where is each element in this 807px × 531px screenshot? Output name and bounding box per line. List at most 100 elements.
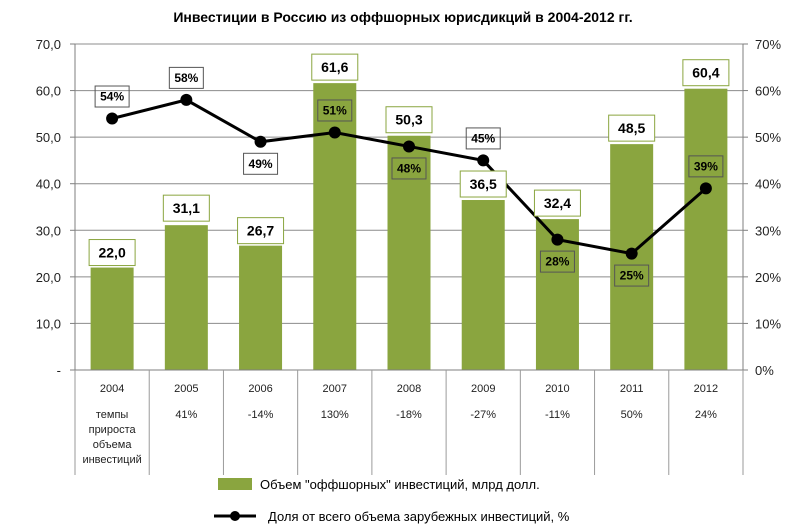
bar bbox=[684, 88, 728, 371]
y2-tick-label: 0% bbox=[755, 363, 774, 378]
point-label-box bbox=[168, 66, 204, 89]
bar-label-box bbox=[162, 194, 210, 222]
x-category-label: 2011 bbox=[620, 383, 644, 395]
growth-rate-row-label: объема bbox=[93, 439, 133, 451]
point-value-label: 54% bbox=[100, 90, 124, 104]
y-tick-label: 60,0 bbox=[36, 84, 61, 99]
bar-value-label: 48,5 bbox=[618, 120, 645, 136]
line-point bbox=[328, 126, 341, 139]
legend-line-marker bbox=[230, 511, 240, 521]
y2-tick-label: 60% bbox=[755, 84, 781, 99]
y2-tick-label: 30% bbox=[755, 223, 781, 238]
bar-label-box bbox=[385, 106, 433, 134]
bar bbox=[387, 135, 431, 370]
y2-tick-label: 50% bbox=[755, 130, 781, 145]
right-axis-ticks: 0% 10% 20% 30% 40% 50% 60% 70% bbox=[743, 37, 781, 378]
point-value-label: 28% bbox=[545, 255, 569, 269]
x-category-label: 2008 bbox=[397, 383, 421, 395]
y-tick-label: 50,0 bbox=[36, 130, 61, 145]
bar-value-label: 61,6 bbox=[321, 59, 348, 75]
category-table: 2004 2005 41% 2006 -14% 2007 130% 2008 -18% 2009 -… bbox=[74, 370, 744, 475]
bar-data-labels: 22,0 31,1 26,7 61,6 50,3 36,5 32,4 48,5 60,4 bbox=[88, 53, 730, 267]
bar-label-box bbox=[533, 189, 581, 217]
point-label-box bbox=[317, 99, 353, 122]
bar-value-label: 50,3 bbox=[395, 112, 422, 128]
y2-tick-label: 40% bbox=[755, 177, 781, 192]
y-tick-label: - bbox=[57, 363, 61, 378]
bar bbox=[239, 245, 283, 370]
bar bbox=[164, 225, 208, 370]
bar-label-box bbox=[311, 53, 359, 81]
y-tick-label: 70,0 bbox=[36, 37, 61, 52]
line-point bbox=[403, 140, 415, 153]
bar bbox=[461, 200, 505, 370]
bar-label-box bbox=[608, 114, 656, 142]
point-value-label: 48% bbox=[397, 161, 421, 175]
y2-tick-label: 20% bbox=[755, 270, 781, 285]
x-category-label: 2006 bbox=[248, 383, 272, 395]
growth-rate-value: 50% bbox=[621, 409, 643, 421]
point-value-label: 58% bbox=[174, 71, 198, 85]
growth-rate-value: -27% bbox=[470, 409, 496, 421]
line-point bbox=[699, 182, 712, 195]
line-point bbox=[625, 247, 638, 260]
line-point bbox=[180, 93, 193, 106]
y2-tick-label: 10% bbox=[755, 316, 781, 331]
y-tick-label: 40,0 bbox=[36, 177, 61, 192]
line-point bbox=[551, 233, 564, 246]
x-category-label: 2004 bbox=[100, 383, 124, 395]
x-category-label: 2005 bbox=[174, 383, 198, 395]
line-point bbox=[254, 135, 267, 148]
x-category-label: 2012 bbox=[694, 383, 718, 395]
point-value-label: 49% bbox=[249, 157, 273, 171]
line-point bbox=[477, 154, 490, 167]
point-label-box bbox=[539, 250, 575, 273]
point-label-box bbox=[465, 127, 501, 150]
point-value-label: 45% bbox=[471, 131, 495, 145]
growth-rate-row-label: прироста bbox=[89, 424, 137, 436]
bar-series bbox=[90, 83, 728, 371]
y2-tick-label: 70% bbox=[755, 37, 781, 52]
bar bbox=[313, 83, 357, 371]
y-tick-label: 10,0 bbox=[36, 316, 61, 331]
bar-label-box bbox=[682, 59, 730, 87]
bar-label-box bbox=[459, 170, 507, 198]
growth-rate-value: -14% bbox=[248, 409, 274, 421]
line-data-labels: 54% 58% 49% 51% 48% 45% 28% 25% 39% bbox=[94, 66, 724, 287]
bar-value-label: 22,0 bbox=[98, 245, 125, 261]
legend-bar-label: Объем "оффшорных" инвестиций, млрд долл. bbox=[260, 477, 540, 492]
legend-bar-swatch bbox=[218, 478, 252, 490]
growth-rate-value: 130% bbox=[321, 409, 349, 421]
growth-rate-value: -18% bbox=[396, 409, 422, 421]
axes bbox=[74, 44, 744, 371]
y-tick-label: 20,0 bbox=[36, 270, 61, 285]
chart-title: Инвестиции в Россию из оффшорных юрисдик… bbox=[173, 9, 632, 25]
bar-value-label: 31,1 bbox=[173, 200, 200, 216]
point-label-box bbox=[243, 152, 279, 175]
y-tick-label: 30,0 bbox=[36, 223, 61, 238]
point-label-box bbox=[94, 85, 130, 108]
point-label-box bbox=[391, 157, 427, 180]
point-label-box bbox=[614, 264, 650, 287]
line-series bbox=[106, 93, 712, 260]
line-point bbox=[106, 112, 119, 125]
bar bbox=[90, 267, 134, 370]
bar-value-label: 26,7 bbox=[247, 223, 274, 239]
bar-label-box bbox=[237, 217, 285, 245]
bar-value-label: 36,5 bbox=[470, 176, 497, 192]
point-value-label: 51% bbox=[323, 103, 347, 117]
point-value-label: 39% bbox=[694, 159, 718, 173]
growth-rate-row-label: инвестиций bbox=[82, 454, 141, 466]
bar-label-box bbox=[88, 239, 136, 267]
x-category-label: 2009 bbox=[471, 383, 495, 395]
left-axis-ticks: - 10,0 20,0 30,0 40,0 50,0 60,0 70,0 bbox=[36, 37, 75, 378]
point-label-box bbox=[688, 155, 724, 178]
bar-value-label: 60,4 bbox=[692, 65, 719, 81]
bar-value-label: 32,4 bbox=[544, 195, 571, 211]
growth-rate-value: 41% bbox=[175, 409, 197, 421]
legend-line-label: Доля от всего объема зарубежных инвестиц… bbox=[268, 509, 570, 524]
growth-rate-value: -11% bbox=[545, 409, 570, 421]
growth-rate-value: 24% bbox=[695, 409, 717, 421]
point-value-label: 25% bbox=[620, 269, 644, 283]
